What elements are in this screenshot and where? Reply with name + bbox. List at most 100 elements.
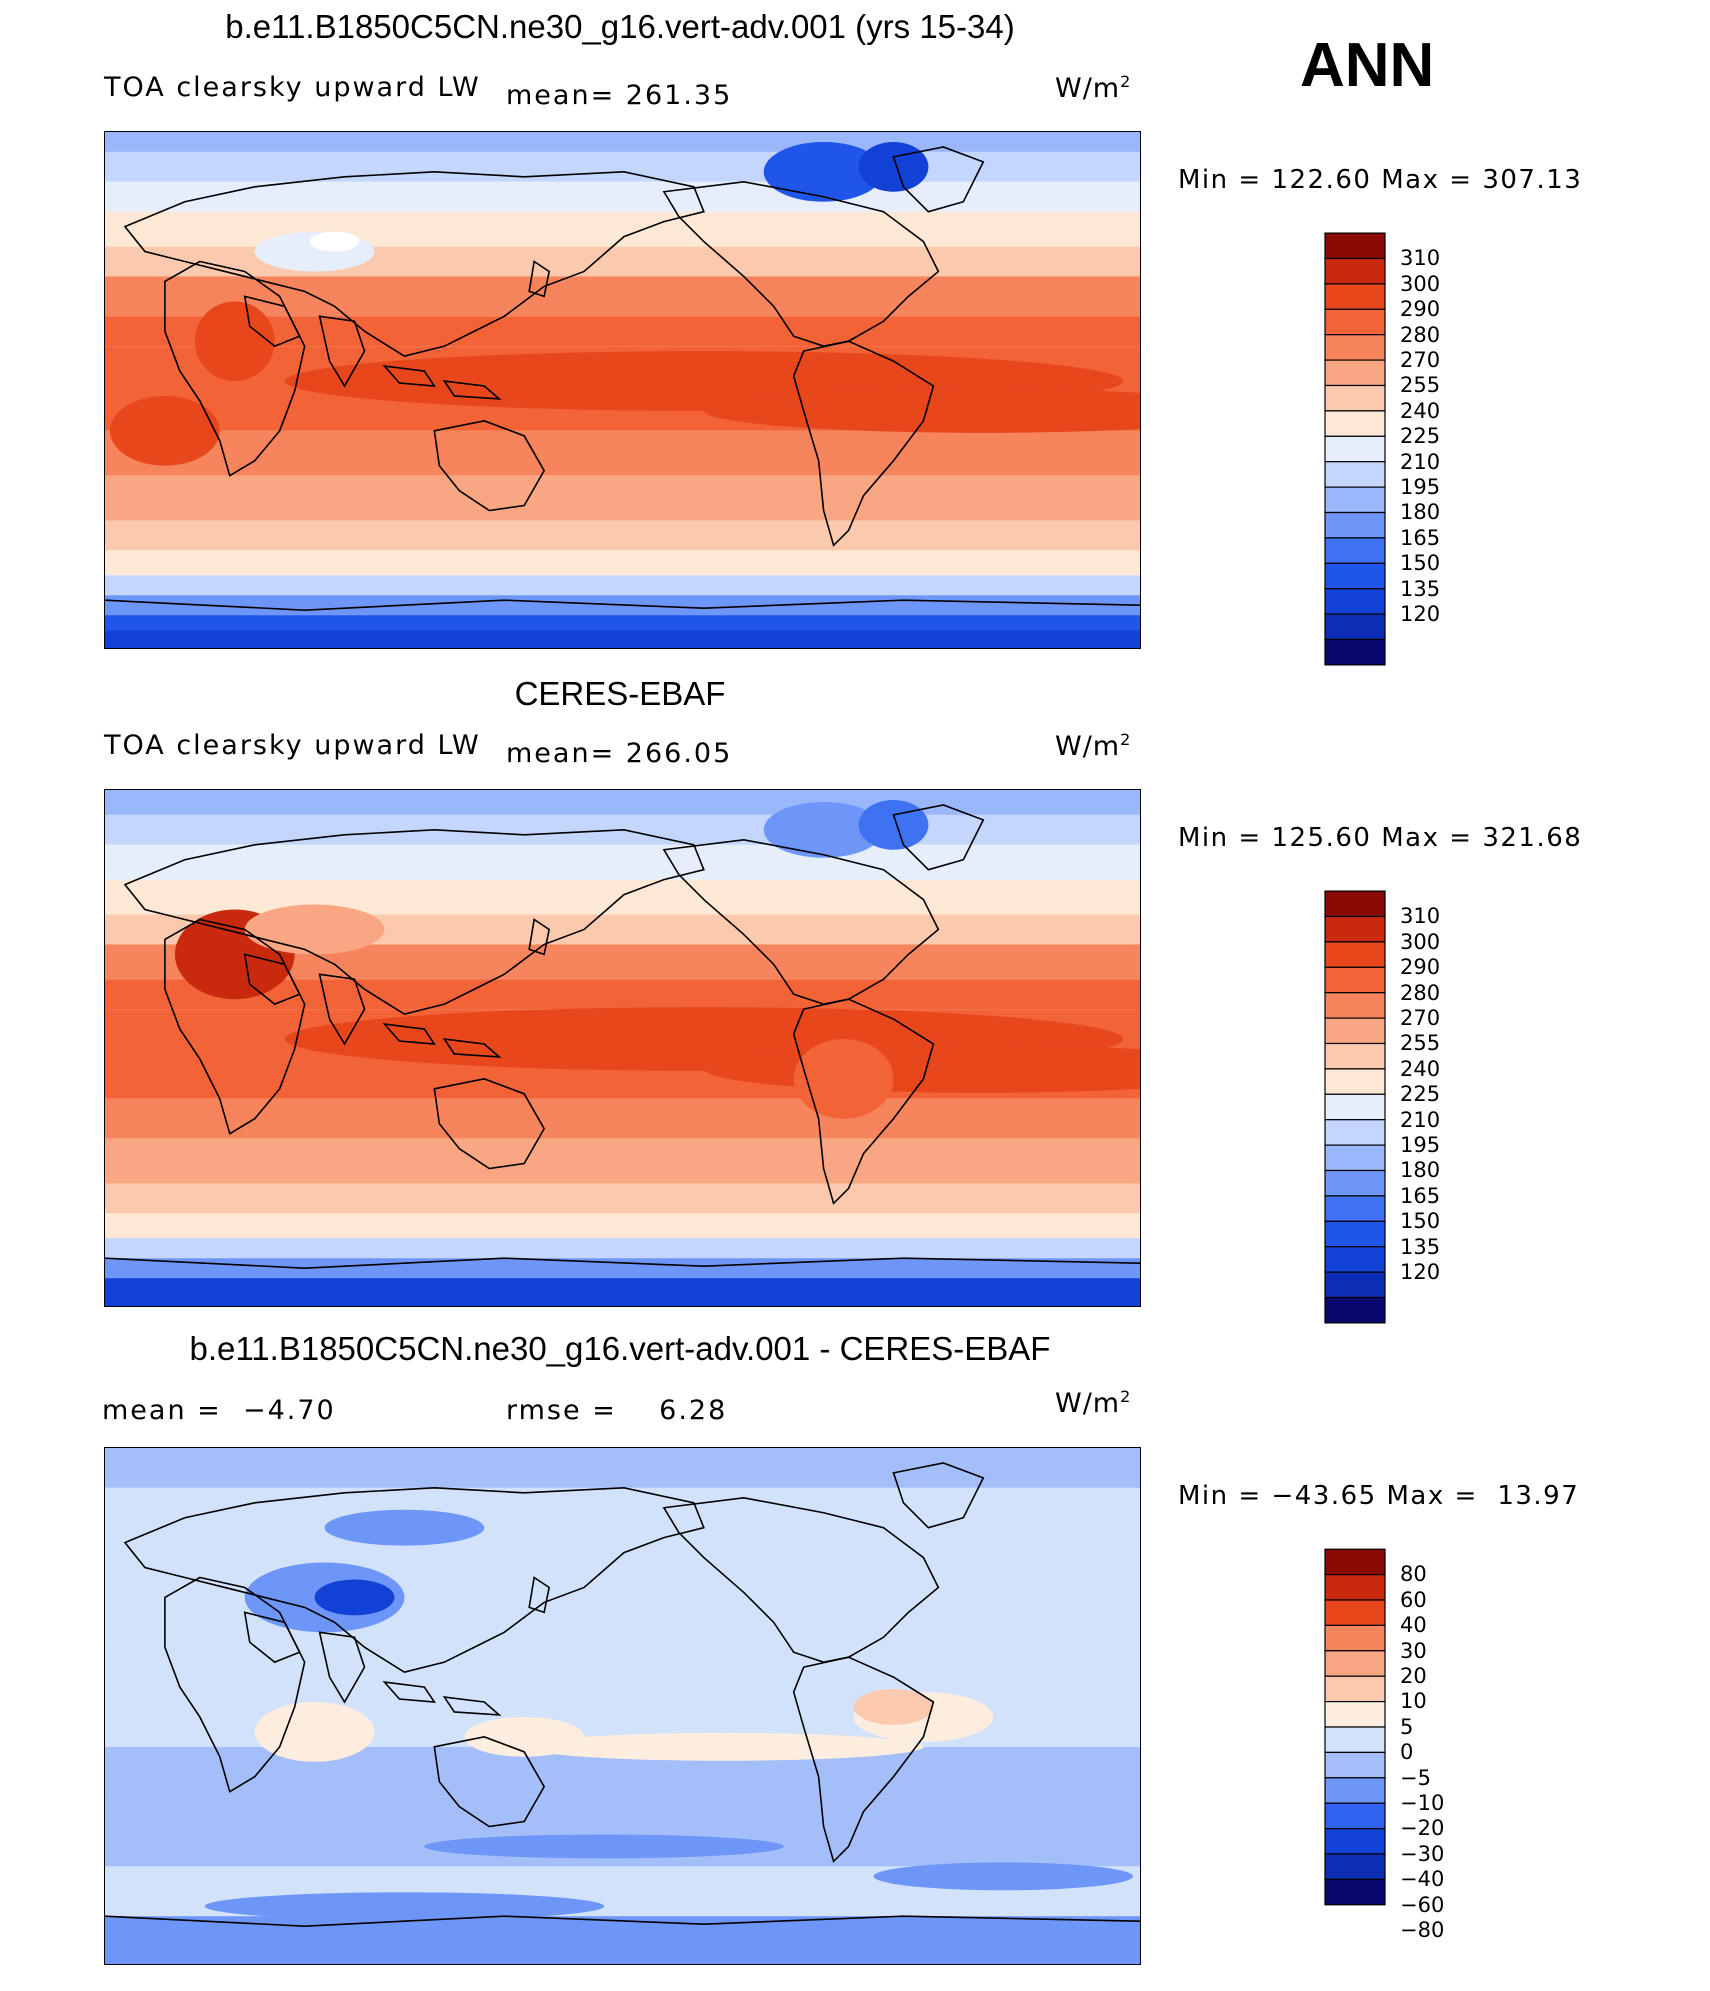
panel1-map-contour-band bbox=[105, 550, 1140, 576]
panel1-map-contour-band bbox=[105, 276, 1140, 317]
panel3-max-label: Max bbox=[1386, 1481, 1445, 1511]
panel3-map-coastlines bbox=[105, 1462, 1140, 1927]
panel2-colorbar: 310 300 290 280 270 255 240 225 210 195 180 165 150 1… bbox=[1324, 890, 1440, 1324]
panel3-mean: mean = −4.70 bbox=[102, 1395, 336, 1426]
panel1-colorbar-tick-label: 300 bbox=[1400, 271, 1441, 296]
panel3-map-contour-region bbox=[324, 1509, 485, 1546]
panel3-colorbar-swatch bbox=[1324, 1802, 1386, 1830]
panel1-map-contour-region bbox=[763, 141, 884, 202]
panel2-colorbar-tick-label: 255 bbox=[1400, 1031, 1441, 1056]
panel3-colorbar-swatch bbox=[1324, 1853, 1386, 1880]
panel2-map bbox=[104, 789, 1141, 1307]
panel3-colorbar-tick-label: −60 bbox=[1400, 1892, 1445, 1917]
panel1-colorbar-tick-label: 280 bbox=[1400, 322, 1441, 347]
season-label: ANN bbox=[1300, 31, 1435, 100]
panel2-colorbar-swatch bbox=[1324, 1246, 1386, 1273]
panel3-colorbar-swatch bbox=[1324, 1624, 1386, 1652]
panel3-colorbar-tick-label: −40 bbox=[1400, 1867, 1445, 1892]
panel3-colorbar-swatch bbox=[1324, 1700, 1386, 1728]
panel3-title: b.e11.B1850C5CN.ne30_g16.vert-adv.001 - … bbox=[189, 1330, 1051, 1367]
panel2-map-contour-band bbox=[105, 790, 1140, 815]
panel2-map-contour-band bbox=[105, 1258, 1140, 1279]
panel1-colorbar-swatch bbox=[1324, 257, 1386, 285]
panel1-colorbar-swatch bbox=[1324, 562, 1386, 590]
panel2-map-contour-band bbox=[105, 1183, 1140, 1214]
panel3-colorbar-tick-label: 5 bbox=[1400, 1714, 1414, 1739]
panel2-colorbar-tick-label: 300 bbox=[1400, 929, 1441, 954]
panel3-map bbox=[104, 1447, 1141, 1965]
panel3-rmse-label: rmse = bbox=[506, 1395, 617, 1426]
panel1-colorbar-swatch bbox=[1324, 537, 1386, 564]
panel2-map-contour-region bbox=[858, 799, 929, 850]
panel1-colorbar-tick-label: 165 bbox=[1400, 525, 1441, 550]
panel3-map-contour-region bbox=[254, 1702, 375, 1762]
panel3-colorbar-tick-label: 30 bbox=[1400, 1638, 1427, 1663]
panel1-max-label: Max bbox=[1381, 165, 1440, 195]
panel1-colorbar-tick-label: 150 bbox=[1400, 551, 1441, 576]
panel1-map-contour-band bbox=[105, 181, 1140, 212]
panel2-colorbar-tick-label: 165 bbox=[1400, 1183, 1441, 1208]
panel2-variable: TOA clearsky upward LW bbox=[104, 730, 481, 761]
panel1-colorbar-tick-label: 270 bbox=[1400, 348, 1441, 372]
panel3-rmse-value: 6.28 bbox=[659, 1395, 728, 1426]
panel1-minmax: Min = 122.60 Max = 307.13 bbox=[1178, 165, 1583, 195]
panel3-map-contour-region bbox=[424, 1834, 784, 1859]
panel1-map-contour-band bbox=[105, 615, 1140, 631]
panel1-colorbar-tick-label: 310 bbox=[1400, 246, 1441, 271]
panel2-colorbar-tick-label: 225 bbox=[1400, 1082, 1441, 1107]
panel2-map-contour-band bbox=[105, 1138, 1140, 1184]
panel3-map-contour-band bbox=[105, 1487, 1140, 1568]
panel1-colorbar-swatch bbox=[1324, 232, 1386, 260]
panel1-colorbar-tick-label: 210 bbox=[1400, 449, 1441, 474]
panel1-mean-value: 261.35 bbox=[625, 80, 733, 111]
panel1-colorbar-tick-label: 135 bbox=[1400, 576, 1441, 601]
panel3-map-contour-band bbox=[105, 1448, 1140, 1488]
panel2-colorbar-swatch bbox=[1324, 1195, 1386, 1222]
panel3-colorbar-swatch bbox=[1324, 1675, 1386, 1703]
panel2-colorbar-swatch bbox=[1324, 992, 1386, 1019]
panel2-colorbar-swatch bbox=[1324, 1119, 1386, 1146]
panel1-map-contour-band bbox=[105, 151, 1140, 182]
panel2-map-contour-band bbox=[105, 1098, 1140, 1139]
main-title: b.e11.B1850C5CN.ne30_g16.vert-adv.001 (y… bbox=[225, 8, 1015, 45]
panel2-colorbar-swatch bbox=[1324, 1169, 1386, 1197]
panel3-colorbar-swatch bbox=[1324, 1777, 1386, 1804]
panel1-colorbar-tick-label: 120 bbox=[1400, 602, 1441, 626]
panel1-mean-label: mean= bbox=[506, 80, 616, 111]
panel3-colorbar-tick-label: 0 bbox=[1400, 1740, 1414, 1765]
panel2-colorbar-swatch bbox=[1324, 1017, 1386, 1045]
panel1-colorbar-swatch bbox=[1324, 410, 1386, 437]
panel3-colorbar-tick-label: −20 bbox=[1400, 1816, 1445, 1841]
panel3-colorbar-tick-label: −80 bbox=[1400, 1918, 1445, 1942]
panel3-colorbar-swatch bbox=[1324, 1573, 1386, 1601]
panel1-map-contour-band bbox=[105, 475, 1140, 521]
panel1-colorbar-tick-label: 225 bbox=[1400, 424, 1441, 449]
panel3-min-value: −43.65 bbox=[1271, 1481, 1377, 1511]
panel1-mean: mean= 261.35 bbox=[506, 80, 732, 111]
panel2-colorbar-tick-label: 180 bbox=[1400, 1158, 1441, 1183]
panel1-map-contour-region bbox=[858, 141, 929, 192]
panel2-colorbar-tick-label: 240 bbox=[1400, 1056, 1441, 1081]
panel1-colorbar-tick-label: 180 bbox=[1400, 500, 1441, 525]
panel2-title: CERES-EBAF bbox=[514, 675, 726, 712]
panel1-max-value: 307.13 bbox=[1482, 165, 1583, 195]
panel2-max-value: 321.68 bbox=[1482, 823, 1583, 853]
panel1-map-contour-band bbox=[105, 575, 1140, 596]
panel1-units: W/m2 bbox=[1055, 72, 1131, 104]
panel2-map-contour-band bbox=[105, 1213, 1140, 1239]
panel1-colorbar-tick-label: 255 bbox=[1400, 373, 1441, 398]
panel2-colorbar-tick-label: 310 bbox=[1400, 904, 1441, 929]
panel2-colorbar-tick-label: 150 bbox=[1400, 1209, 1441, 1234]
panel1-map-contour-band bbox=[105, 316, 1140, 347]
panel1-map-contour-band bbox=[105, 132, 1140, 152]
panel1-colorbar-swatch bbox=[1324, 461, 1386, 488]
panel3-colorbar-tick-label: 40 bbox=[1400, 1613, 1427, 1638]
panel1-colorbar: 310 300 290 280 270 255 240 225 210 195 180 165 150 1… bbox=[1324, 232, 1440, 666]
panel3-colorbar-tick-label: 20 bbox=[1400, 1664, 1427, 1688]
panel1-min-value: 122.60 bbox=[1271, 165, 1372, 195]
panel1-colorbar-tick-label: 195 bbox=[1400, 475, 1441, 499]
panel2-colorbar-swatch bbox=[1324, 1296, 1386, 1324]
panel3-max-value: 13.97 bbox=[1497, 1481, 1580, 1511]
panel2-map-contour-band bbox=[105, 844, 1140, 880]
panel1-colorbar-swatch bbox=[1324, 435, 1386, 463]
